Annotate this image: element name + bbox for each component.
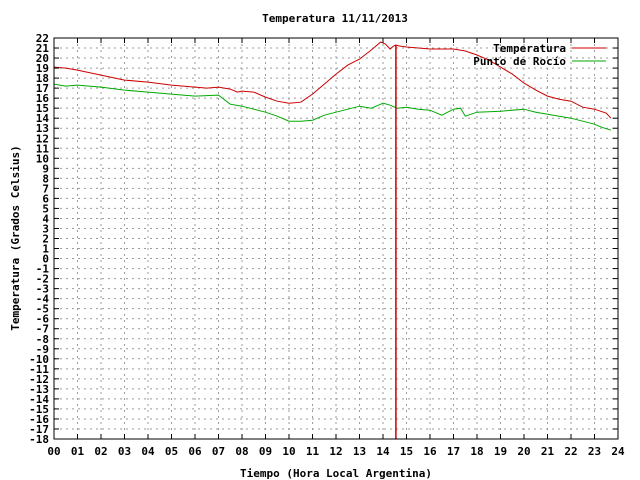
- y-tick-label: -15: [29, 403, 49, 416]
- x-tick-label: 19: [494, 445, 507, 458]
- x-tick-label: 18: [470, 445, 483, 458]
- y-tick-label: 8: [42, 172, 49, 185]
- x-tick-label: 22: [564, 445, 577, 458]
- y-tick-label: 4: [42, 212, 49, 225]
- x-tick-label: 12: [329, 445, 342, 458]
- y-axis-label: Temperatura (Grados Celsius): [9, 145, 22, 330]
- y-tick-label: -2: [36, 273, 49, 286]
- y-tick-label: -16: [29, 413, 49, 426]
- y-tick-label: 17: [36, 82, 49, 95]
- y-tick-label: 11: [36, 142, 50, 155]
- y-tick-label: -11: [29, 363, 49, 376]
- x-tick-label: 20: [517, 445, 530, 458]
- y-tick-label: 15: [36, 102, 49, 115]
- y-tick-label: -4: [36, 293, 50, 306]
- x-tick-label: 10: [282, 445, 295, 458]
- y-tick-label: 16: [36, 92, 50, 105]
- x-tick-label: 24: [611, 445, 625, 458]
- x-tick-label: 06: [188, 445, 202, 458]
- y-tick-label: -17: [29, 423, 49, 436]
- y-tick-label: -3: [36, 283, 49, 296]
- y-tick-label: 2: [42, 233, 49, 246]
- y-tick-label: 1: [42, 243, 49, 256]
- grid: [54, 38, 618, 439]
- y-tick-label: 14: [36, 112, 50, 125]
- series-line-temperatura: [53, 41, 612, 119]
- series-layer: [53, 41, 612, 439]
- y-tick-label: -6: [36, 313, 50, 326]
- x-tick-label: 08: [235, 445, 248, 458]
- y-tick-label: -18: [29, 433, 49, 446]
- y-tick-label: 7: [42, 182, 49, 195]
- x-axis-label: Tiempo (Hora Local Argentina): [240, 467, 432, 480]
- y-tick-label: 10: [36, 152, 49, 165]
- y-tick-label: -8: [36, 333, 49, 346]
- chart-title: Temperatura 11/11/2013: [262, 12, 408, 25]
- x-tick-label: 16: [423, 445, 437, 458]
- y-tick-label: 19: [36, 62, 49, 75]
- y-tick-label: -9: [36, 343, 49, 356]
- y-tick-label: -7: [36, 323, 49, 336]
- x-tick-label: 07: [212, 445, 225, 458]
- y-tick-label: -13: [29, 383, 49, 396]
- legend-label: Temperatura: [493, 42, 566, 55]
- x-tick-label: 15: [400, 445, 413, 458]
- y-tick-label: -14: [29, 393, 49, 406]
- x-tick-label: 11: [306, 445, 320, 458]
- y-tick-label: -10: [29, 353, 49, 366]
- y-tick-label: 0: [42, 253, 49, 266]
- x-tick-label: 01: [71, 445, 85, 458]
- y-tick-label: 18: [36, 72, 49, 85]
- x-axis-ticks: 00 01 02 03 04 05 06 07 08 09 10 11 12 13 14 15 16 17 18 19…: [47, 38, 625, 458]
- x-tick-label: 23: [588, 445, 601, 458]
- y-tick-label: 12: [36, 132, 49, 145]
- x-tick-label: 05: [165, 445, 178, 458]
- y-tick-label: 13: [36, 122, 49, 135]
- x-tick-label: 02: [94, 445, 107, 458]
- x-tick-label: 13: [353, 445, 366, 458]
- x-tick-label: 17: [447, 445, 460, 458]
- y-tick-label: 20: [36, 52, 49, 65]
- y-tick-label: 6: [42, 192, 49, 205]
- y-tick-label: 22: [36, 32, 49, 45]
- x-tick-label: 00: [47, 445, 60, 458]
- y-tick-label: -5: [36, 303, 49, 316]
- legend-label: Punto de Rocío: [473, 55, 566, 68]
- y-tick-label: 21: [36, 42, 50, 55]
- y-tick-label: 3: [42, 222, 49, 235]
- y-tick-label: 9: [42, 162, 49, 175]
- y-tick-label: 5: [42, 202, 49, 215]
- series-line-punto-de-roc-o: [53, 83, 612, 131]
- x-tick-label: 09: [259, 445, 272, 458]
- x-tick-label: 14: [376, 445, 390, 458]
- y-tick-label: -12: [29, 373, 49, 386]
- y-tick-label: -1: [36, 263, 50, 276]
- y-axis-ticks: 222120191817161514131211109876543210-1-2…: [29, 32, 618, 446]
- x-tick-label: 21: [541, 445, 555, 458]
- x-tick-label: 04: [141, 445, 155, 458]
- x-tick-label: 03: [118, 445, 131, 458]
